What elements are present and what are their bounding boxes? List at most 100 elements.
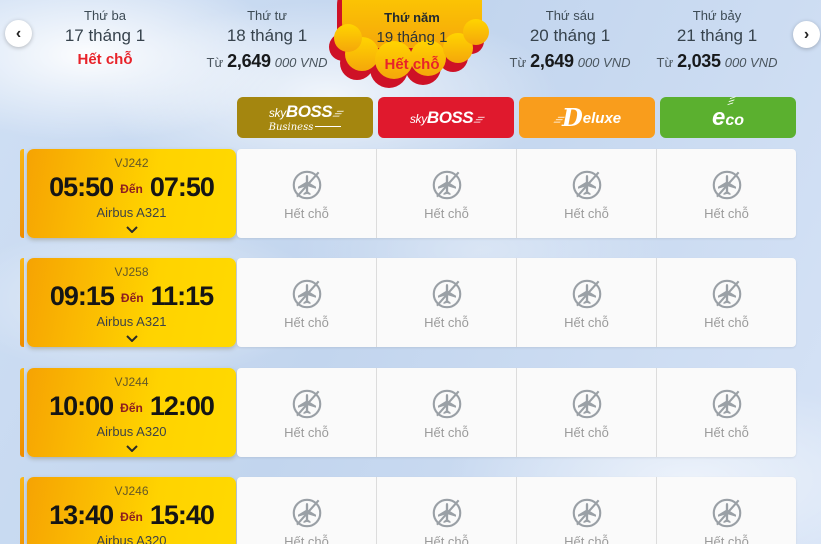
arrival-time: 07:50: [149, 172, 215, 202]
flight-row: VJ246 13:40 Đến 15:40 Airbus A320 Hết ch…: [0, 477, 821, 544]
no-flight-icon: [712, 389, 741, 418]
fare-strip: Hết chỗ Hết chỗ Hết chỗ Hết chỗ: [237, 477, 796, 544]
expand-chevron-icon: [125, 445, 138, 452]
flight-row: VJ244 10:00 Đến 12:00 Airbus A320 Hết ch…: [0, 368, 821, 457]
fare-cell-skyboss: Hết chỗ: [376, 258, 516, 347]
date-option-fri-20[interactable]: Thứ sáu 20 tháng 1 Từ 2,649 000 VND: [495, 0, 645, 71]
fare-cell-deluxe: Hết chỗ: [516, 368, 656, 457]
no-flight-icon: [572, 279, 601, 308]
date-option-thu-19-selected[interactable]: Thứ năm 19 tháng 1 Hết chỗ: [329, 0, 489, 88]
fare-class-header-deluxe: ☰Deluxe: [519, 97, 655, 138]
fare-cell-skyboss: Hết chỗ: [376, 149, 516, 238]
soldout-label: Hết chỗ: [384, 56, 440, 73]
soldout-label: Hết chỗ: [77, 51, 133, 68]
prev-day-card-edge: [20, 477, 24, 544]
no-flight-icon: [572, 498, 601, 527]
fare-cell-skyboss: Hết chỗ: [376, 368, 516, 457]
prev-day-card-edge: [20, 368, 24, 457]
to-label: Đến: [120, 182, 143, 196]
flight-card-vj246[interactable]: VJ246 13:40 Đến 15:40 Airbus A320: [27, 477, 236, 544]
flight-card-vj258[interactable]: VJ258 09:15 Đến 11:15 Airbus A321: [27, 258, 236, 347]
date-label: 18 tháng 1: [226, 26, 308, 45]
arrival-time: 12:00: [149, 391, 215, 421]
no-flight-icon: [432, 279, 461, 308]
prev-day-card-edge: [20, 258, 24, 347]
no-flight-icon: [432, 170, 461, 199]
wing-icon: ☰: [471, 115, 485, 124]
weekday-label: Thứ tư: [247, 8, 287, 23]
to-label: Đến: [120, 401, 143, 415]
price-label: Từ 2,035 000 VND: [656, 51, 778, 71]
aircraft-label: Airbus A321: [96, 205, 167, 220]
weekday-label: Thứ bảy: [692, 8, 742, 23]
next-dates-button[interactable]: ›: [793, 21, 820, 48]
no-flight-icon: [292, 279, 321, 308]
weekday-label: Thứ sáu: [545, 8, 595, 23]
no-flight-icon: [712, 498, 741, 527]
weekday-label: Thứ ba: [84, 8, 126, 23]
price-label: Từ 2,649 000 VND: [509, 51, 631, 71]
chevron-left-icon: ‹: [15, 25, 22, 42]
flight-card-vj242[interactable]: VJ242 05:50 Đến 07:50 Airbus A321: [27, 149, 236, 238]
arrival-time: 11:15: [150, 281, 215, 311]
no-flight-icon: [432, 498, 461, 527]
fare-class-header-eco: e ☰ co: [660, 94, 796, 138]
fare-strip: Hết chỗ Hết chỗ Hết chỗ Hết chỗ: [237, 149, 796, 238]
prev-dates-button[interactable]: ‹: [5, 20, 32, 47]
expand-chevron-icon: [125, 226, 138, 233]
fare-cell-eco: Hết chỗ: [656, 368, 796, 457]
date-option-tue-17[interactable]: Thứ ba 17 tháng 1 Hết chỗ: [30, 0, 180, 71]
weekday-label: Thứ năm: [384, 10, 440, 25]
wing-icon: ☰: [330, 109, 344, 118]
no-flight-icon: [712, 279, 741, 308]
no-flight-icon: [292, 498, 321, 527]
arrival-time: 15:40: [149, 500, 215, 530]
no-flight-icon: [292, 389, 321, 418]
flight-code: VJ258: [114, 265, 149, 279]
prev-day-card-edge: [20, 149, 24, 238]
flight-code: VJ244: [114, 375, 149, 389]
fare-strip: Hết chỗ Hết chỗ Hết chỗ Hết chỗ: [237, 258, 796, 347]
no-flight-icon: [572, 170, 601, 199]
aircraft-label: Airbus A320: [96, 533, 167, 544]
date-label: 17 tháng 1: [64, 26, 146, 45]
date-label: 19 tháng 1: [376, 29, 448, 46]
date-label: 20 tháng 1: [529, 26, 611, 45]
chevron-right-icon: ›: [803, 26, 810, 43]
aircraft-label: Airbus A320: [96, 424, 167, 439]
fare-cell-skyboss-business: Hết chỗ: [237, 149, 376, 238]
to-label: Đến: [120, 291, 144, 305]
departure-time: 10:00: [49, 391, 114, 421]
aircraft-label: Airbus A321: [96, 314, 167, 329]
price-label: Từ 2,649 000 VND: [206, 51, 328, 71]
fare-cell-skyboss-business: Hết chỗ: [237, 477, 376, 544]
flight-row: VJ258 09:15 Đến 11:15 Airbus A321 Hết ch…: [0, 258, 821, 347]
wing-icon: ☰: [726, 94, 736, 108]
flight-code: VJ242: [114, 156, 149, 170]
fare-cell-eco: Hết chỗ: [656, 258, 796, 347]
fare-strip: Hết chỗ Hết chỗ Hết chỗ Hết chỗ: [237, 368, 796, 457]
to-label: Đến: [120, 510, 143, 524]
fare-cell-skyboss-business: Hết chỗ: [237, 258, 376, 347]
departure-time: 13:40: [49, 500, 114, 530]
fare-cell-deluxe: Hết chỗ: [516, 149, 656, 238]
departure-time: 05:50: [49, 172, 114, 202]
expand-chevron-icon: [125, 335, 138, 342]
no-flight-icon: [432, 389, 461, 418]
date-label: 21 tháng 1: [676, 26, 758, 45]
date-option-wed-18[interactable]: Thứ tư 18 tháng 1 Từ 2,649 000 VND: [192, 0, 342, 71]
date-carousel: ‹ Thứ ba 17 tháng 1 Hết chỗ Thứ tư 18 th…: [0, 0, 821, 97]
fare-cell-deluxe: Hết chỗ: [516, 258, 656, 347]
flight-card-vj244[interactable]: VJ244 10:00 Đến 12:00 Airbus A320: [27, 368, 236, 457]
fare-class-header-skyboss: skyBOSS☰: [378, 97, 514, 138]
fare-cell-skyboss: Hết chỗ: [376, 477, 516, 544]
departure-time: 09:15: [49, 281, 115, 311]
flight-code: VJ246: [114, 484, 149, 498]
fare-cell-skyboss-business: Hết chỗ: [237, 368, 376, 457]
no-flight-icon: [292, 170, 321, 199]
fare-class-header-skyboss-business: skyBOSS☰ Business: [237, 97, 373, 138]
no-flight-icon: [572, 389, 601, 418]
date-option-sat-21[interactable]: Thứ bảy 21 tháng 1 Từ 2,035 000 VND: [642, 0, 792, 71]
fare-cell-eco: Hết chỗ: [656, 477, 796, 544]
